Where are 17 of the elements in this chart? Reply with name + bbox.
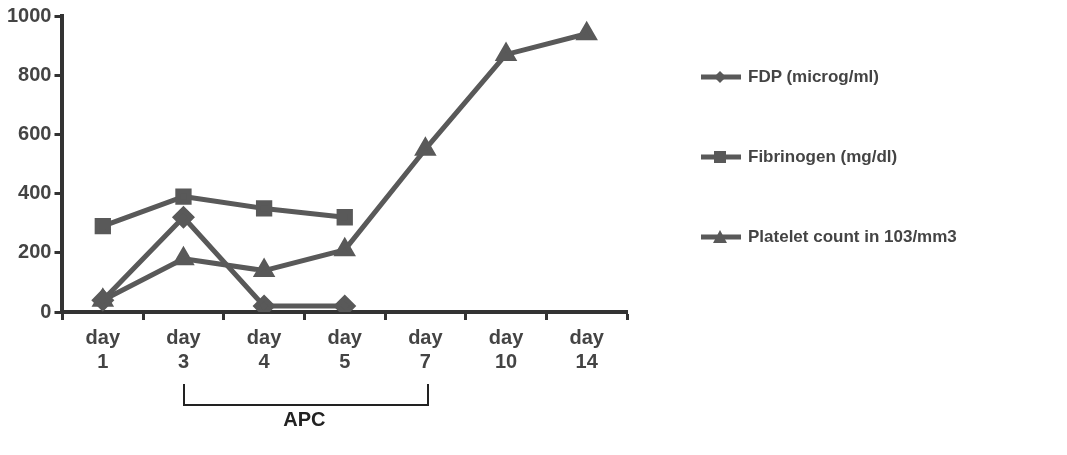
x-tick-label: day 10: [488, 325, 525, 372]
y-tick-label: 400: [18, 181, 52, 204]
legend-label: FDP (microg/ml): [748, 67, 879, 87]
x-tick-label: day 4: [246, 325, 283, 372]
x-tick-label: day 14: [569, 325, 605, 372]
y-tick-label: 600: [18, 121, 52, 144]
y-tick-label: 800: [18, 62, 52, 85]
y-tick-label: 0: [40, 299, 52, 322]
x-tick-label: day 5: [327, 325, 363, 372]
legend-label: Platelet count in 103/mm3: [748, 227, 957, 247]
legend-label: Fibrinogen (mg/dl): [748, 147, 898, 167]
y-tick-label: 1000: [6, 3, 52, 26]
text: APC: [283, 408, 326, 431]
x-tick-label: day 7: [408, 325, 444, 372]
y-tick-label: 200: [18, 240, 52, 263]
x-tick-label: day 3: [166, 325, 202, 372]
x-tick-label: day 1: [85, 325, 121, 372]
